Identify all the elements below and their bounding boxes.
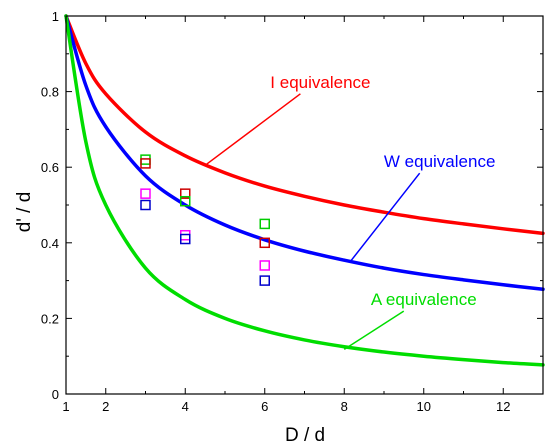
x-axis-title: D / d xyxy=(285,425,325,446)
data-point-4 xyxy=(180,188,191,199)
annotation-label-1: W equivalence xyxy=(384,152,496,171)
x-tick-label-1: 2 xyxy=(102,399,109,414)
data-point-8 xyxy=(259,218,270,230)
data-point-5 xyxy=(180,195,191,207)
data-point-9 xyxy=(259,237,270,249)
y-tick-label-0: 0 xyxy=(52,387,59,402)
x-tick-label-0: 1 xyxy=(62,399,69,414)
y-tick-label-2: 0.4 xyxy=(41,236,59,251)
y-axis-title: d' / d xyxy=(14,192,35,233)
annotations: I equivalence W equivalence A equivalence xyxy=(204,73,496,351)
data-point-1 xyxy=(140,158,151,169)
annotation-leader-1 xyxy=(349,172,421,263)
data-point-3 xyxy=(140,199,151,211)
series-lines xyxy=(64,14,545,367)
y-tick-label-4: 0.8 xyxy=(41,85,59,100)
x-tick-label-2: 4 xyxy=(182,399,189,414)
series-line-1 xyxy=(64,14,545,292)
annotation-label-2: A equivalence xyxy=(371,290,477,309)
y-tick-label-1: 0.2 xyxy=(41,311,59,326)
data-point-10 xyxy=(259,260,270,271)
y-tick-label-5: 1 xyxy=(52,9,59,24)
annotation-leader-2 xyxy=(343,310,405,351)
data-point-11 xyxy=(259,275,270,286)
x-tick-label-4: 8 xyxy=(341,399,348,414)
data-markers xyxy=(140,154,270,286)
annotation-label-0: I equivalence xyxy=(270,73,370,92)
x-tick-label-5: 10 xyxy=(417,399,431,414)
data-point-7 xyxy=(180,233,191,245)
y-tick-label-3: 0.6 xyxy=(41,160,59,175)
x-tick-label-3: 6 xyxy=(261,399,268,414)
data-point-2 xyxy=(140,188,151,199)
x-tick-label-6: 12 xyxy=(496,399,510,414)
series-line-2 xyxy=(64,14,545,367)
annotation-leader-0 xyxy=(204,93,301,166)
series-line-0 xyxy=(64,14,545,236)
